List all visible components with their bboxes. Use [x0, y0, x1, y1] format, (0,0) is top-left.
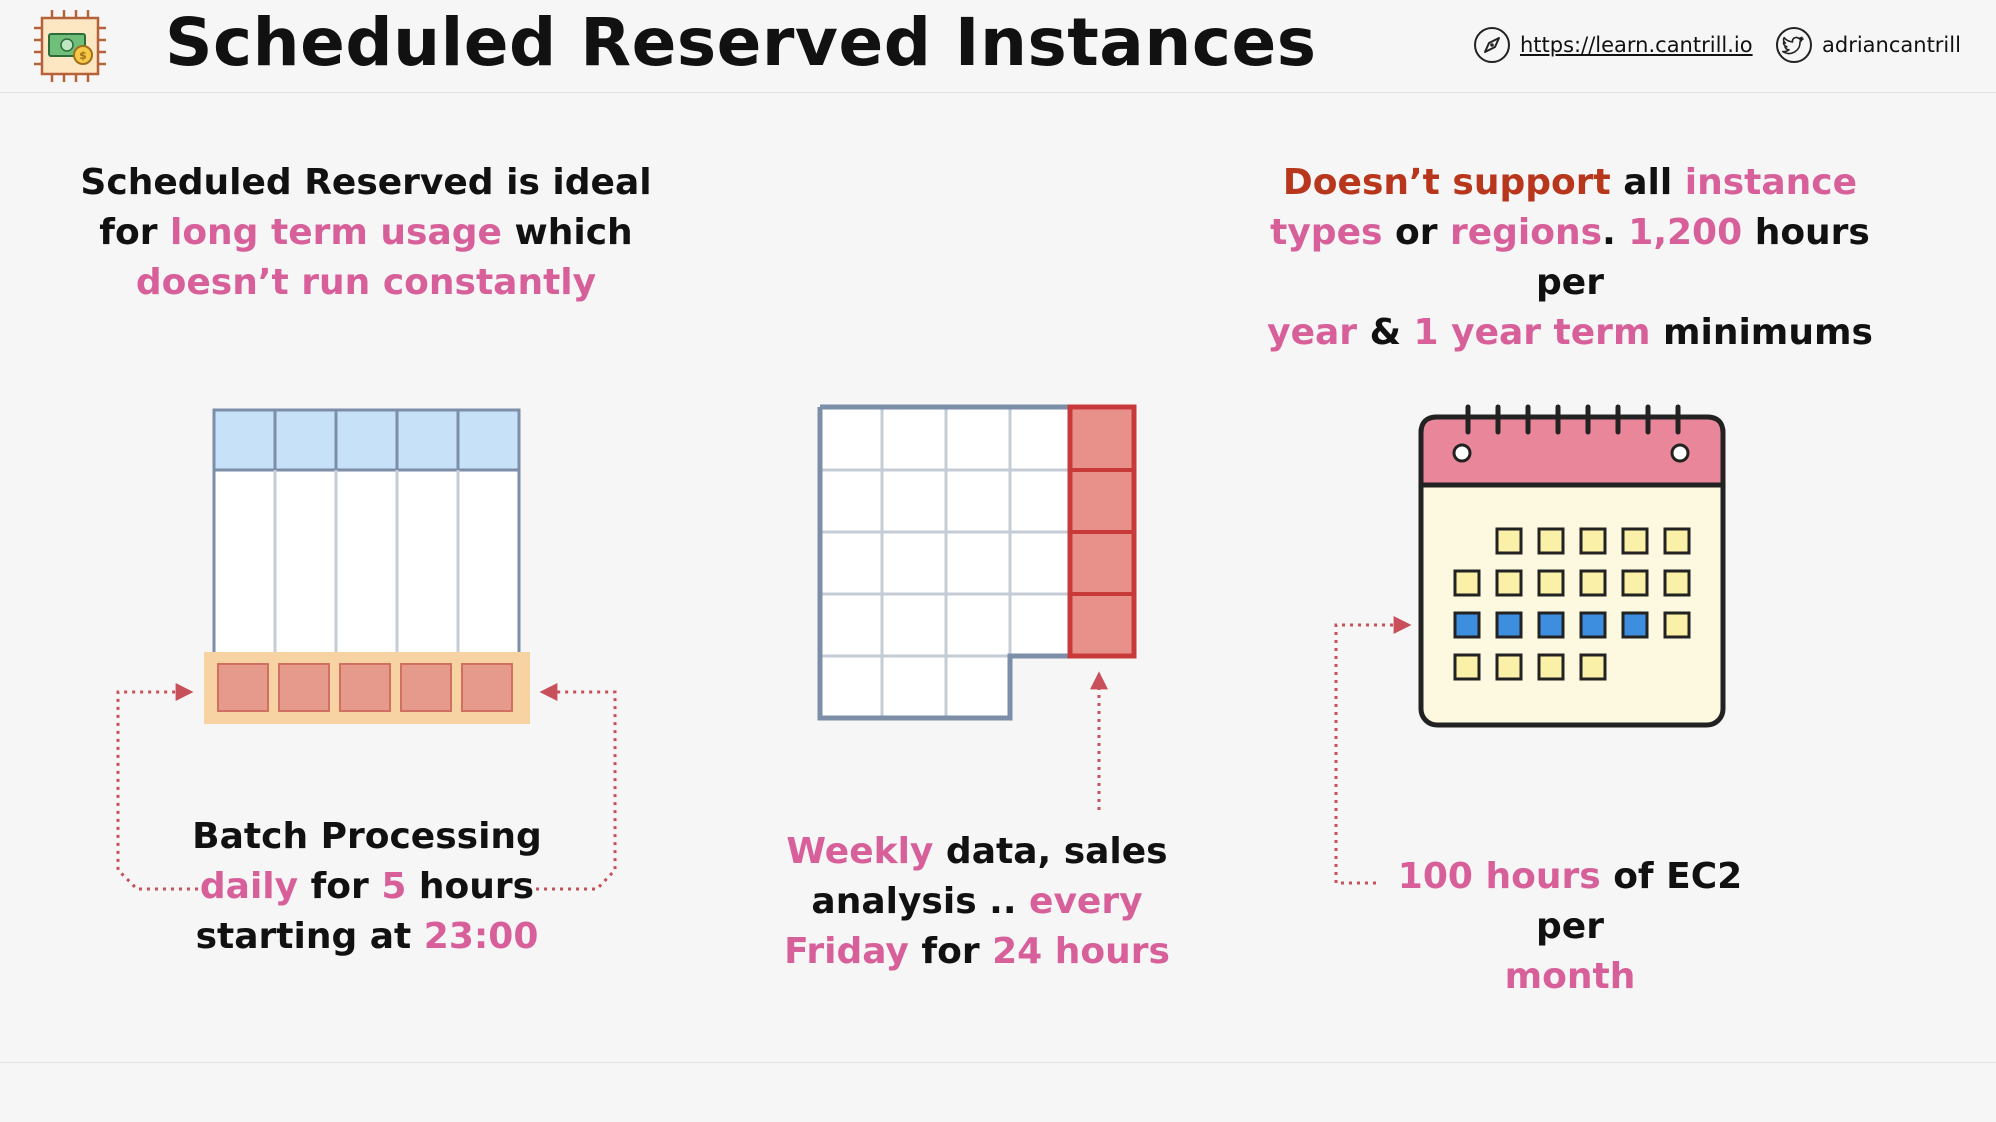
- batch-cell: [461, 663, 513, 712]
- right-blurb-highlight: instance: [1684, 162, 1858, 203]
- caption-highlight: 5: [381, 866, 407, 907]
- right-blurb-highlight: year: [1267, 312, 1358, 353]
- left-blurb-line: Scheduled Reserved is ideal: [80, 162, 652, 203]
- ec2-money-chip-icon: $: [34, 10, 106, 82]
- caption-highlight: 100 hours: [1397, 856, 1601, 897]
- caption-highlight: Weekly: [786, 831, 934, 872]
- caption-text: for: [908, 931, 993, 972]
- table-header-row: [212, 408, 521, 472]
- weekly-grid: [817, 404, 1137, 721]
- page-title: Scheduled Reserved Instances: [165, 4, 1317, 81]
- svg-text:$: $: [79, 49, 87, 62]
- caption-highlight: 23:00: [423, 916, 539, 957]
- compass-icon: [1474, 27, 1510, 63]
- right-blurb-text: .: [1602, 212, 1629, 253]
- daily-batch-table: [204, 408, 530, 724]
- caption-text: data, sales: [933, 831, 1168, 872]
- calendar-icon: [1418, 404, 1726, 728]
- right-blurb-warning: Doesn’t support: [1282, 162, 1611, 203]
- caption-text: hours: [406, 866, 535, 907]
- right-blurb: Doesn’t support all instance types or re…: [1230, 158, 1910, 358]
- right-blurb-text: hours per: [1536, 212, 1870, 303]
- left-arrow: [116, 683, 198, 891]
- batch-cell: [339, 663, 391, 712]
- right-arrow: [536, 683, 617, 891]
- right-blurb-text: minimums: [1650, 312, 1873, 353]
- right-blurb-highlight: types: [1270, 212, 1383, 253]
- right-blurb-highlight: 1 year term: [1413, 312, 1651, 353]
- caption-weekly: Weekly data, sales analysis .. every Fri…: [772, 827, 1182, 977]
- left-blurb: Scheduled Reserved is ideal for long ter…: [60, 158, 672, 308]
- twitter-link[interactable]: adriancantrill: [1774, 25, 1961, 65]
- caption-text: of EC2 per: [1536, 856, 1743, 947]
- caption-highlight: Friday: [784, 931, 909, 972]
- left-blurb-text: for: [99, 212, 170, 253]
- caption-text: Batch Processing: [192, 816, 542, 857]
- caption-text: for: [298, 866, 382, 907]
- left-blurb-highlight: doesn’t run constantly: [135, 262, 597, 303]
- website-url[interactable]: https://learn.cantrill.io: [1520, 33, 1753, 57]
- caption-text: analysis ..: [811, 881, 1030, 922]
- website-link[interactable]: https://learn.cantrill.io: [1472, 25, 1753, 65]
- caption-monthly: 100 hours of EC2 per month: [1360, 852, 1780, 1002]
- left-blurb-highlight: long term usage: [169, 212, 502, 253]
- batch-cell: [278, 663, 330, 712]
- right-blurb-text: all: [1610, 162, 1685, 203]
- left-blurb-text: which: [501, 212, 633, 253]
- right-blurb-highlight: 1,200: [1628, 212, 1743, 253]
- caption-highlight: daily: [199, 866, 299, 907]
- right-blurb-highlight: regions: [1449, 212, 1603, 253]
- right-blurb-text: &: [1357, 312, 1414, 353]
- batch-cell: [400, 663, 452, 712]
- twitter-handle: adriancantrill: [1822, 33, 1961, 57]
- caption-highlight: every: [1029, 881, 1143, 922]
- right-blurb-text: or: [1382, 212, 1450, 253]
- footer-divider: [0, 1062, 1996, 1063]
- batch-cell: [217, 663, 269, 712]
- slide-header: $ Scheduled Reserved Instances https://l…: [0, 0, 1996, 93]
- caption-highlight: 24 hours: [992, 931, 1170, 972]
- caption-highlight: month: [1504, 956, 1636, 997]
- calendar-arrow: [1334, 616, 1412, 885]
- caption-batch: Batch Processing daily for 5 hours start…: [188, 812, 546, 962]
- selected-days: [1453, 611, 1649, 639]
- twitter-bird-icon: [1776, 27, 1812, 63]
- caption-text: starting at: [195, 916, 424, 957]
